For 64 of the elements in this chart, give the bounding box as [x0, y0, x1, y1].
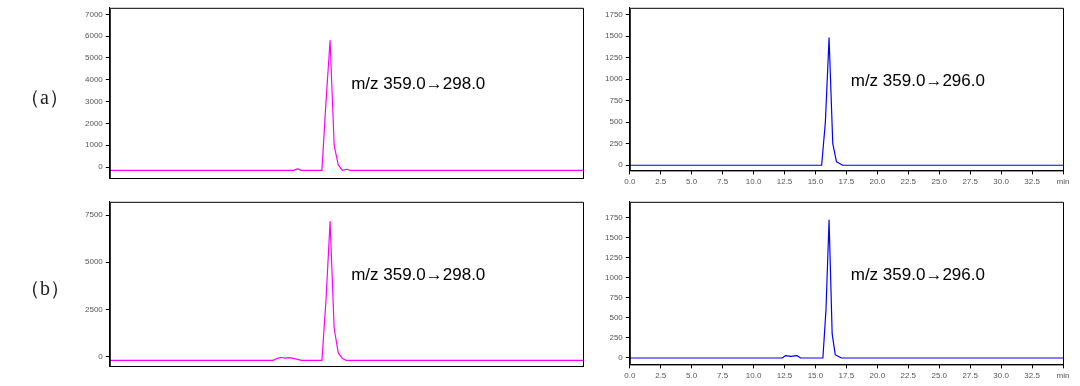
x-tick-label: 15.0 [807, 371, 824, 381]
x-tick-label: 17.5 [838, 177, 855, 187]
text: （b） [20, 276, 70, 301]
y-tick-label: 1000 [605, 273, 624, 283]
y-tick-label: 0 [98, 351, 104, 361]
y-tick-label: 5000 [85, 53, 104, 63]
annotation: m/z 359.0→296.0 [850, 70, 985, 90]
y-tick-label: 4000 [85, 75, 104, 85]
y-tick-label: 7000 [85, 9, 104, 19]
x-tick-label: 5.0 [686, 177, 698, 187]
x-tick-label: 22.5 [900, 177, 917, 187]
x-tick-label: 27.5 [962, 177, 979, 187]
x-tick-label: 27.5 [962, 371, 979, 381]
x-tick-label: 12.5 [776, 177, 793, 187]
text: （a） [20, 85, 69, 110]
y-tick-label: 1500 [605, 31, 624, 41]
y-tick-label: 1000 [85, 140, 104, 150]
x-tick-label: 22.5 [900, 371, 917, 381]
y-tick-label: 1000 [605, 74, 624, 84]
y-tick-label: 2500 [85, 304, 104, 314]
x-tick-label: 0.0 [624, 371, 636, 381]
y-tick-label: 0 [98, 162, 104, 172]
y-tick-label: 6000 [85, 31, 104, 41]
annotation: m/z 359.0→298.0 [351, 74, 486, 94]
x-tick-label: min [1056, 371, 1070, 381]
y-tick-label: 1250 [605, 52, 624, 62]
y-tick-label: 5000 [85, 257, 104, 267]
x-tick-label: min [1056, 177, 1070, 187]
y-tick-label: 7500 [85, 210, 104, 220]
x-tick-label: 30.0 [993, 177, 1010, 187]
y-tick-label: 1750 [605, 9, 624, 19]
x-tick-label: 20.0 [869, 371, 886, 381]
x-tick-label: 20.0 [869, 177, 886, 187]
y-tick-label: 2000 [85, 118, 104, 128]
y-tick-label: 750 [609, 95, 624, 105]
x-tick-label: 2.5 [655, 177, 667, 187]
y-tick-label: 1750 [605, 213, 624, 223]
x-tick-label: 7.5 [717, 177, 729, 187]
x-tick-label: 32.5 [1024, 371, 1041, 381]
y-tick-label: 750 [609, 293, 624, 303]
x-tick-label: 25.0 [931, 371, 948, 381]
x-tick-label: 2.5 [655, 371, 667, 381]
y-tick-label: 0 [618, 160, 624, 170]
y-tick-label: 500 [609, 117, 624, 127]
annotation: m/z 359.0→296.0 [850, 264, 985, 284]
y-tick-label: 250 [609, 333, 624, 343]
y-tick-label: 500 [609, 313, 624, 323]
x-tick-label: 25.0 [931, 177, 948, 187]
x-tick-label: 7.5 [717, 371, 729, 381]
y-tick-label: 1500 [605, 233, 624, 243]
x-tick-label: 30.0 [993, 371, 1010, 381]
x-tick-label: 0.0 [624, 177, 636, 187]
x-tick-label: 10.0 [745, 177, 762, 187]
x-tick-label: 10.0 [745, 371, 762, 381]
y-tick-label: 1250 [605, 253, 624, 263]
x-tick-label: 32.5 [1024, 177, 1041, 187]
x-tick-label: 12.5 [776, 371, 793, 381]
y-tick-label: 0 [618, 353, 624, 363]
y-tick-label: 250 [609, 138, 624, 148]
y-tick-label: 3000 [85, 96, 104, 106]
annotation: m/z 359.0→298.0 [351, 265, 486, 285]
x-tick-label: 17.5 [838, 371, 855, 381]
x-tick-label: 5.0 [686, 371, 698, 381]
x-tick-label: 15.0 [807, 177, 824, 187]
